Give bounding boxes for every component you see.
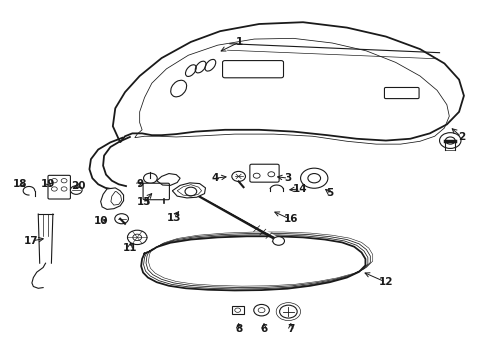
Text: 10: 10 (93, 216, 108, 226)
Text: 7: 7 (286, 324, 294, 334)
Circle shape (70, 186, 82, 194)
Text: 20: 20 (71, 181, 86, 191)
PathPatch shape (113, 22, 463, 142)
Text: 13: 13 (166, 213, 181, 222)
Text: 8: 8 (235, 324, 242, 334)
Circle shape (272, 237, 284, 245)
Circle shape (279, 305, 297, 318)
Text: 17: 17 (24, 236, 39, 246)
Text: 11: 11 (122, 243, 137, 253)
PathPatch shape (172, 183, 205, 198)
Circle shape (143, 173, 157, 183)
Text: 3: 3 (284, 173, 291, 183)
Circle shape (184, 187, 196, 196)
PathPatch shape (157, 174, 180, 185)
Circle shape (115, 214, 128, 224)
Circle shape (439, 133, 460, 148)
Text: 6: 6 (260, 324, 267, 334)
Text: 5: 5 (325, 188, 333, 198)
Text: 9: 9 (136, 179, 143, 189)
Circle shape (127, 230, 147, 244)
Circle shape (231, 171, 245, 181)
Text: 2: 2 (457, 132, 464, 142)
Circle shape (253, 305, 269, 316)
Text: 15: 15 (137, 197, 151, 207)
Text: 16: 16 (283, 215, 298, 224)
Text: 19: 19 (41, 179, 56, 189)
FancyBboxPatch shape (48, 175, 70, 199)
FancyBboxPatch shape (231, 306, 243, 315)
FancyBboxPatch shape (143, 183, 169, 200)
Text: 18: 18 (13, 179, 27, 189)
PathPatch shape (101, 188, 123, 210)
Circle shape (300, 168, 327, 188)
Text: 1: 1 (236, 37, 243, 47)
Text: 12: 12 (378, 277, 392, 287)
FancyBboxPatch shape (249, 164, 279, 182)
Text: 4: 4 (211, 173, 219, 183)
Text: 14: 14 (293, 184, 307, 194)
